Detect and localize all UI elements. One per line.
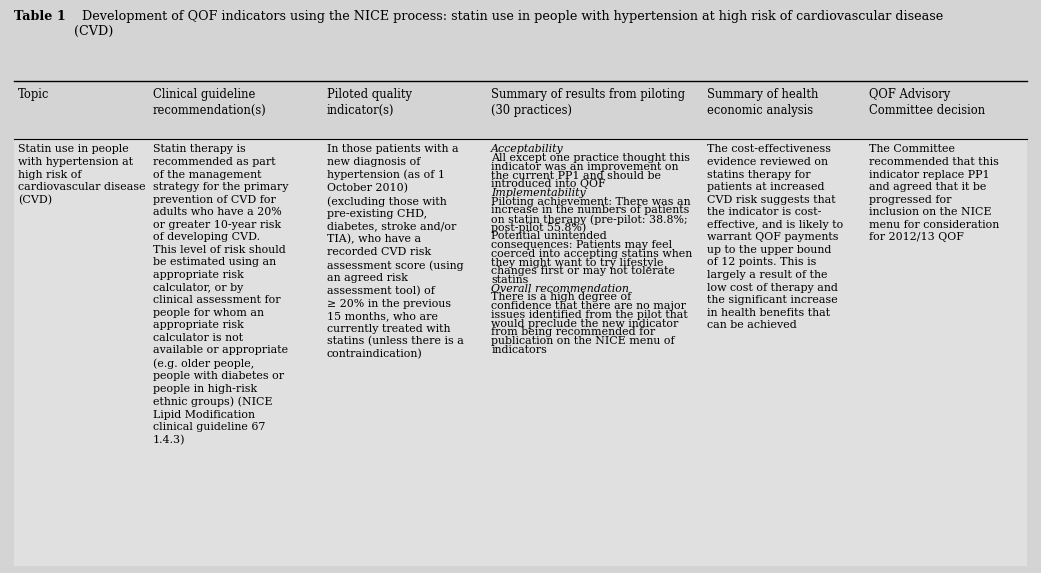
Text: Topic: Topic [18,88,49,101]
Text: In those patients with a
new diagnosis of
hypertension (as of 1
October 2010)
(e: In those patients with a new diagnosis o… [327,144,464,360]
Text: Implementability: Implementability [491,188,586,198]
Text: indicators: indicators [491,345,548,355]
Text: issues identified from the pilot that: issues identified from the pilot that [491,310,688,320]
Text: consequences: Patients may feel: consequences: Patients may feel [491,240,672,250]
Text: Piloted quality
indicator(s): Piloted quality indicator(s) [327,88,412,117]
Text: QOF Advisory
Committee decision: QOF Advisory Committee decision [869,88,986,117]
Text: All except one practice thought this: All except one practice thought this [491,153,690,163]
Text: post-pilot 55.8%): post-pilot 55.8%) [491,223,586,233]
Text: introduced into QOF: introduced into QOF [491,179,606,189]
Text: confidence that there are no major: confidence that there are no major [491,301,686,311]
Text: Statin use in people
with hypertension at
high risk of
cardiovascular disease
(C: Statin use in people with hypertension a… [18,144,146,205]
Text: Statin therapy is
recommended as part
of the management
strategy for the primary: Statin therapy is recommended as part of… [153,144,288,445]
Text: Clinical guideline
recommendation(s): Clinical guideline recommendation(s) [153,88,266,117]
Text: from being recommended for: from being recommended for [491,327,656,337]
Text: publication on the NICE menu of: publication on the NICE menu of [491,336,675,346]
Text: Potential unintended: Potential unintended [491,231,607,241]
Text: Development of QOF indicators using the NICE process: statin use in people with : Development of QOF indicators using the … [74,10,943,38]
Text: Overall recommendation: Overall recommendation [491,284,629,294]
Text: the current PP1 and should be: the current PP1 and should be [491,171,661,180]
Text: they might want to try lifestyle: they might want to try lifestyle [491,258,664,268]
Text: indicator was an improvement on: indicator was an improvement on [491,162,679,172]
Text: would preclude the new indicator: would preclude the new indicator [491,319,679,328]
Text: coerced into accepting statins when: coerced into accepting statins when [491,249,692,259]
Text: statins: statins [491,275,529,285]
Text: increase in the numbers of patients: increase in the numbers of patients [491,205,689,215]
Text: Piloting achievement: There was an: Piloting achievement: There was an [491,197,691,207]
Text: The Committee
recommended that this
indicator replace PP1
and agreed that it be
: The Committee recommended that this indi… [869,144,999,242]
Text: Table 1: Table 1 [14,10,66,23]
Text: The cost-effectiveness
evidence reviewed on
statins therapy for
patients at incr: The cost-effectiveness evidence reviewed… [707,144,843,330]
Text: Summary of health
economic analysis: Summary of health economic analysis [707,88,818,117]
Text: Summary of results from piloting
(30 practices): Summary of results from piloting (30 pra… [491,88,685,117]
Bar [14,139,1027,566]
Text: changes first or may not tolerate: changes first or may not tolerate [491,266,676,276]
Text: There is a high degree of: There is a high degree of [491,292,632,303]
Text: Acceptability: Acceptability [491,144,564,154]
Text: on statin therapy (pre-pilot: 38.8%;: on statin therapy (pre-pilot: 38.8%; [491,214,688,225]
